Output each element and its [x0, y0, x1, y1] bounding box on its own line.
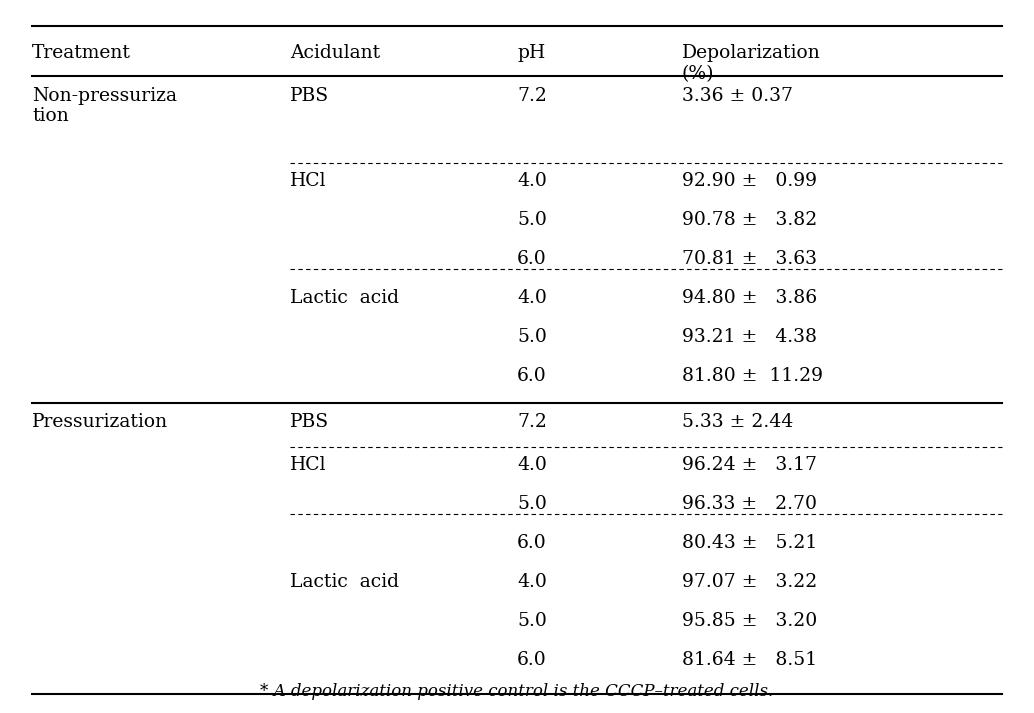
Text: 6.0: 6.0 [517, 651, 547, 670]
Text: 97.07 ±   3.22: 97.07 ± 3.22 [682, 573, 817, 591]
Text: HCl: HCl [291, 172, 327, 190]
Text: 93.21 ±   4.38: 93.21 ± 4.38 [682, 328, 817, 346]
Text: 81.64 ±   8.51: 81.64 ± 8.51 [682, 651, 817, 670]
Text: 5.0: 5.0 [517, 612, 547, 630]
Text: 5.0: 5.0 [517, 495, 547, 513]
Text: 7.2: 7.2 [517, 86, 547, 105]
Text: 81.80 ±  11.29: 81.80 ± 11.29 [682, 367, 823, 385]
Text: Acidulant: Acidulant [291, 44, 381, 62]
Text: PBS: PBS [291, 414, 329, 431]
Text: 6.0: 6.0 [517, 250, 547, 268]
Text: 3.36 ± 0.37: 3.36 ± 0.37 [682, 86, 793, 105]
Text: 6.0: 6.0 [517, 367, 547, 385]
Text: Depolarization
(%): Depolarization (%) [682, 44, 821, 83]
Text: 6.0: 6.0 [517, 534, 547, 552]
Text: 5.0: 5.0 [517, 328, 547, 346]
Text: 96.24 ±   3.17: 96.24 ± 3.17 [682, 456, 817, 474]
Text: Pressurization: Pressurization [32, 414, 169, 431]
Text: 70.81 ±   3.63: 70.81 ± 3.63 [682, 250, 817, 268]
Text: Non-pressuriza
tion: Non-pressuriza tion [32, 86, 177, 125]
Text: 5.33 ± 2.44: 5.33 ± 2.44 [682, 414, 793, 431]
Text: 7.2: 7.2 [517, 414, 547, 431]
Text: 96.33 ±   2.70: 96.33 ± 2.70 [682, 495, 817, 513]
Text: pH: pH [517, 44, 545, 62]
Text: 4.0: 4.0 [517, 289, 547, 307]
Text: 4.0: 4.0 [517, 456, 547, 474]
Text: 4.0: 4.0 [517, 573, 547, 591]
Text: 92.90 ±   0.99: 92.90 ± 0.99 [682, 172, 817, 190]
Text: Lactic  acid: Lactic acid [291, 289, 399, 307]
Text: 95.85 ±   3.20: 95.85 ± 3.20 [682, 612, 817, 630]
Text: HCl: HCl [291, 456, 327, 474]
Text: 80.43 ±   5.21: 80.43 ± 5.21 [682, 534, 817, 552]
Text: Lactic  acid: Lactic acid [291, 573, 399, 591]
Text: 5.0: 5.0 [517, 211, 547, 229]
Text: * A depolarization positive control is the CCCP–treated cells.: * A depolarization positive control is t… [261, 683, 773, 700]
Text: 90.78 ±   3.82: 90.78 ± 3.82 [682, 211, 817, 229]
Text: Treatment: Treatment [32, 44, 131, 62]
Text: 94.80 ±   3.86: 94.80 ± 3.86 [682, 289, 817, 307]
Text: 4.0: 4.0 [517, 172, 547, 190]
Text: PBS: PBS [291, 86, 329, 105]
